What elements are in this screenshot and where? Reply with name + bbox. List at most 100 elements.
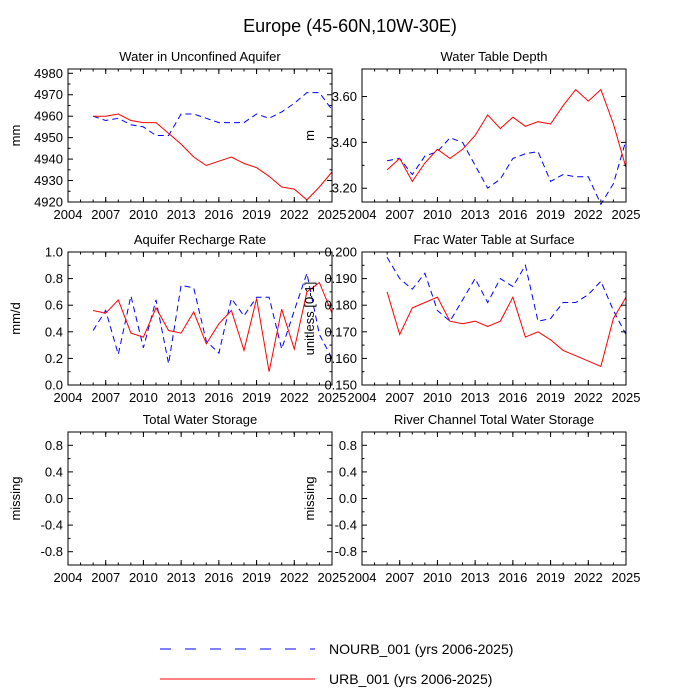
x-tick-label: 2007 xyxy=(91,207,120,222)
series-line-urb xyxy=(386,291,627,368)
y-tick-label: 4960 xyxy=(34,109,63,124)
y-tick-label: 3.40 xyxy=(332,135,357,150)
x-tick-label: 2019 xyxy=(242,207,271,222)
x-tick-label: 2004 xyxy=(348,207,377,222)
y-tick-label: 0.4 xyxy=(45,324,63,339)
x-tick-label: 2010 xyxy=(423,390,452,405)
x-tick-label: 2016 xyxy=(204,570,233,585)
y-tick-label: 1.0 xyxy=(45,245,63,260)
y-tick-label: 0.0 xyxy=(339,491,357,506)
y-tick-label: 4980 xyxy=(34,66,63,81)
panel-title: Water in Unconfined Aquifer xyxy=(119,49,281,64)
panel-title: Water Table Depth xyxy=(441,49,548,64)
x-tick-label: 2007 xyxy=(91,570,120,585)
x-tick-label: 2025 xyxy=(612,207,641,222)
y-axis-label: missing xyxy=(8,476,23,520)
y-tick-label: 0.190 xyxy=(324,271,357,286)
x-tick-label: 2013 xyxy=(167,570,196,585)
y-axis-label: mm/d xyxy=(8,302,23,335)
series-line-nourb xyxy=(92,92,333,136)
x-tick-label: 2019 xyxy=(536,570,565,585)
x-tick-label: 2022 xyxy=(574,570,603,585)
y-axis-label: unitless [0-1] xyxy=(302,282,317,356)
x-tick-label: 2019 xyxy=(536,207,565,222)
panel-title: Frac Water Table at Surface xyxy=(413,232,574,247)
y-tick-label: 0.170 xyxy=(324,324,357,339)
legend-item-urb: URB_001 (yrs 2006-2025) xyxy=(160,671,492,687)
chart-panel-3: Aquifer Recharge Rate 2004 2007 2010 2013 201… xyxy=(8,232,346,405)
x-tick-label: 2013 xyxy=(167,390,196,405)
y-tick-label: 4940 xyxy=(34,152,63,167)
x-tick-label: 2025 xyxy=(318,570,347,585)
legend: NOURB_001 (yrs 2006-2025) URB_001 (yrs 2… xyxy=(160,641,513,687)
y-tick-label: 4970 xyxy=(34,87,63,102)
y-tick-label: 0.8 xyxy=(45,438,63,453)
y-tick-label: 0.200 xyxy=(324,245,357,260)
y-tick-label: 0.4 xyxy=(339,464,357,479)
chart-panel-6: River Channel Total Water Storage 2004 200… xyxy=(302,412,640,585)
x-tick-label: 2007 xyxy=(385,570,414,585)
x-tick-label: 2022 xyxy=(280,207,309,222)
x-tick-label: 2019 xyxy=(242,570,271,585)
x-tick-label: 2022 xyxy=(574,390,603,405)
panels: Water in Unconfined Aquifer 2004 2007 2010 2… xyxy=(8,49,640,585)
y-tick-label: 3.60 xyxy=(332,89,357,104)
panel-title: Aquifer Recharge Rate xyxy=(134,232,266,247)
x-tick-label: 2022 xyxy=(280,570,309,585)
x-tick-label: 2016 xyxy=(498,570,527,585)
y-tick-label: 4950 xyxy=(34,130,63,145)
x-tick-label: 2004 xyxy=(348,570,377,585)
legend-label-urb: URB_001 (yrs 2006-2025) xyxy=(329,671,492,687)
y-tick-label: 0.4 xyxy=(45,464,63,479)
y-tick-label: 0.150 xyxy=(324,378,357,393)
y-tick-label: -0.8 xyxy=(41,544,63,559)
y-axis-label: missing xyxy=(302,476,317,520)
y-axis-label: m xyxy=(302,130,317,141)
y-tick-label: 0.160 xyxy=(324,351,357,366)
x-tick-label: 2004 xyxy=(348,390,377,405)
x-tick-label: 2022 xyxy=(280,390,309,405)
x-tick-label: 2010 xyxy=(129,207,158,222)
chart-panel-4: Frac Water Table at Surface 2004 2007 2010 2… xyxy=(302,232,640,405)
series-line-urb xyxy=(386,88,627,183)
y-tick-label: 0.8 xyxy=(45,271,63,286)
x-tick-label: 2010 xyxy=(423,207,452,222)
x-tick-label: 2016 xyxy=(204,390,233,405)
y-tick-label: 4930 xyxy=(34,173,63,188)
x-tick-label: 2007 xyxy=(385,207,414,222)
x-tick-label: 2007 xyxy=(385,390,414,405)
series-line-nourb xyxy=(386,257,627,335)
figure-title: Europe (45-60N,10W-30E) xyxy=(243,16,457,36)
chart-panel-2: Water Table Depth 2004 2007 2010 2013 2016 201… xyxy=(302,49,640,222)
x-tick-label: 2013 xyxy=(461,390,490,405)
y-tick-label: 0.0 xyxy=(45,491,63,506)
x-tick-label: 2016 xyxy=(498,390,527,405)
y-tick-label: -0.8 xyxy=(335,544,357,559)
y-axis-label: mm xyxy=(8,125,23,147)
series-line-urb xyxy=(93,113,333,201)
y-tick-label: 0.180 xyxy=(324,298,357,313)
x-tick-label: 2025 xyxy=(612,390,641,405)
y-tick-label: 0.6 xyxy=(45,298,63,313)
x-tick-label: 2016 xyxy=(498,207,527,222)
chart-panel-1: Water in Unconfined Aquifer 2004 2007 2010 2… xyxy=(8,49,346,222)
y-tick-label: -0.4 xyxy=(335,518,357,533)
series-line-nourb xyxy=(92,271,333,364)
x-tick-label: 2007 xyxy=(91,390,120,405)
x-tick-label: 2019 xyxy=(242,390,271,405)
y-tick-label: 4920 xyxy=(34,195,63,210)
panel-title: Total Water Storage xyxy=(143,412,257,427)
y-tick-label: 0.8 xyxy=(339,438,357,453)
x-tick-label: 2004 xyxy=(54,390,83,405)
y-tick-label: 3.20 xyxy=(332,181,357,196)
x-tick-label: 2016 xyxy=(204,207,233,222)
plot-frame xyxy=(67,68,333,203)
x-tick-label: 2013 xyxy=(461,570,490,585)
x-tick-label: 2010 xyxy=(129,570,158,585)
panel-title: River Channel Total Water Storage xyxy=(394,412,594,427)
x-tick-label: 2025 xyxy=(318,207,347,222)
x-tick-label: 2004 xyxy=(54,207,83,222)
plot-frame xyxy=(67,431,333,566)
x-tick-label: 2025 xyxy=(318,390,347,405)
legend-label-nourb: NOURB_001 (yrs 2006-2025) xyxy=(329,641,513,657)
